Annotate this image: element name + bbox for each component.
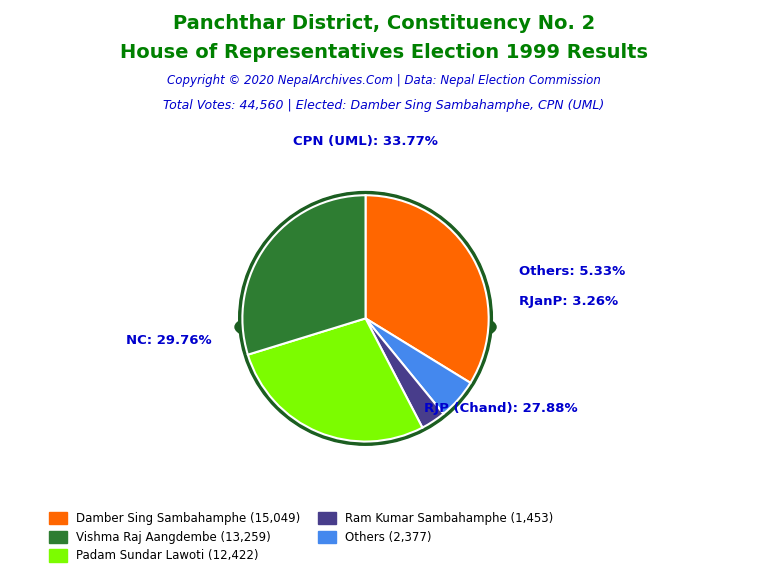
Text: NC: 29.76%: NC: 29.76% (126, 334, 211, 347)
Text: RJanP: 3.26%: RJanP: 3.26% (519, 295, 618, 308)
Text: House of Representatives Election 1999 Results: House of Representatives Election 1999 R… (120, 43, 648, 62)
Circle shape (239, 192, 492, 445)
Text: Others: 5.33%: Others: 5.33% (519, 265, 626, 278)
Text: RJP (Chand): 27.88%: RJP (Chand): 27.88% (424, 402, 578, 415)
Legend: Damber Sing Sambahamphe (15,049), Vishma Raj Aangdembe (13,259), Padam Sundar La: Damber Sing Sambahamphe (15,049), Vishma… (45, 507, 558, 567)
Wedge shape (366, 195, 488, 383)
Ellipse shape (235, 304, 496, 351)
Text: Total Votes: 44,560 | Elected: Damber Sing Sambahamphe, CPN (UML): Total Votes: 44,560 | Elected: Damber Si… (164, 99, 604, 112)
Text: Copyright © 2020 NepalArchives.Com | Data: Nepal Election Commission: Copyright © 2020 NepalArchives.Com | Dat… (167, 74, 601, 87)
Wedge shape (243, 195, 366, 355)
Wedge shape (248, 319, 422, 442)
Wedge shape (366, 319, 471, 414)
Text: Panchthar District, Constituency No. 2: Panchthar District, Constituency No. 2 (173, 14, 595, 33)
Wedge shape (366, 319, 443, 427)
Text: CPN (UML): 33.77%: CPN (UML): 33.77% (293, 135, 438, 149)
